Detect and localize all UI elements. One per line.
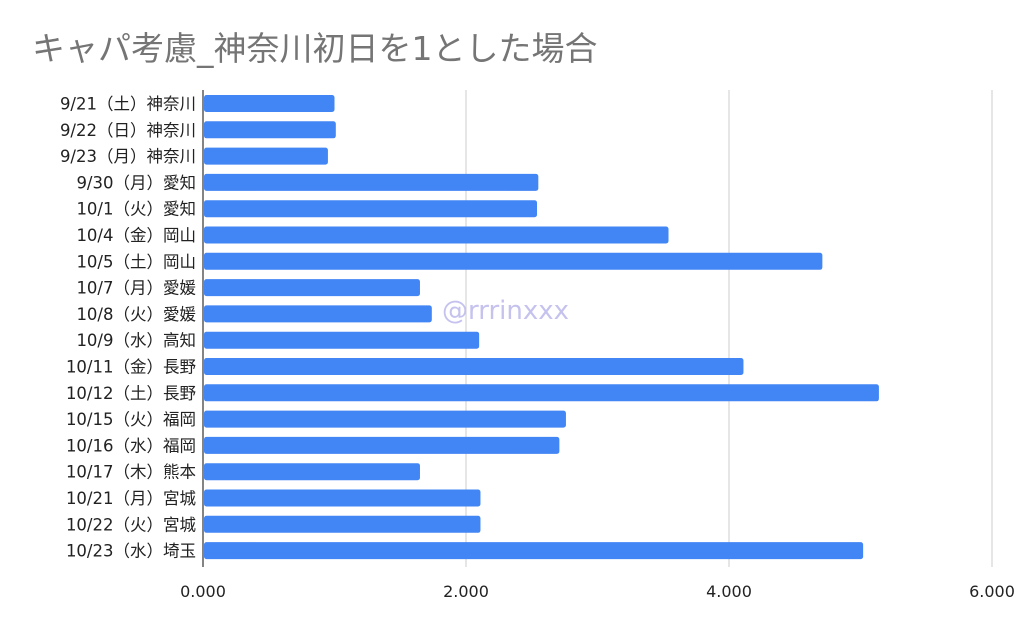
- bar: [204, 226, 669, 244]
- category-label: 10/4（金）岡山: [76, 226, 196, 245]
- bar: [204, 305, 432, 323]
- category-label: 10/5（土）岡山: [76, 252, 196, 271]
- x-tick-label: 2.000: [443, 582, 489, 601]
- category-label: 9/30（月）愛知: [76, 173, 196, 192]
- category-label: 10/8（火）愛媛: [76, 305, 196, 324]
- watermark-text: @rrrinxxx: [442, 296, 570, 326]
- bar: [204, 200, 538, 218]
- bar: [204, 279, 420, 297]
- category-label: 10/15（火）福岡: [66, 410, 196, 429]
- bar: [204, 436, 560, 454]
- bar: [204, 542, 864, 560]
- x-tick-label: 6.000: [969, 582, 1015, 601]
- category-label: 10/23（水）埼玉: [66, 542, 196, 561]
- bar: [204, 173, 539, 191]
- category-label: 10/12（土）長野: [66, 384, 196, 403]
- bar: [204, 384, 879, 402]
- bar: [204, 331, 480, 349]
- bar: [204, 252, 823, 270]
- category-label: 9/21（土）神奈川: [60, 95, 196, 114]
- category-label: 10/11（金）長野: [66, 358, 196, 377]
- bar: [204, 489, 481, 507]
- category-label: 10/9（水）高知: [76, 331, 196, 350]
- category-label: 10/22（火）宮城: [66, 515, 196, 534]
- x-tick-labels: 0.000 2.000 4.000 6.000: [180, 582, 1015, 601]
- x-tick-label: 4.000: [706, 582, 752, 601]
- category-label: 10/16（水）福岡: [66, 436, 196, 455]
- bar: [204, 358, 744, 375]
- bar: [204, 147, 328, 165]
- bar: [204, 463, 420, 481]
- category-label: 10/7（月）愛媛: [76, 279, 196, 298]
- category-label: 10/17（木）熊本: [66, 463, 196, 482]
- chart-title: キャパ考慮_神奈川初日を1とした場合: [32, 29, 598, 68]
- category-labels: 9/21（土）神奈川 9/22（日）神奈川 9/23（月）神奈川 9/30（月）愛知 1…: [60, 95, 196, 561]
- category-label: 9/23（月）神奈川: [60, 147, 196, 166]
- bar: [204, 515, 481, 533]
- category-label: 9/22（日）神奈川: [60, 121, 196, 140]
- bar: [204, 410, 566, 428]
- bars: [204, 95, 879, 560]
- category-label: 10/1（火）愛知: [76, 200, 196, 219]
- gridlines: [465, 90, 993, 567]
- category-label: 10/21（月）宮城: [66, 489, 196, 508]
- bar: [204, 95, 335, 112]
- bar: [204, 121, 336, 139]
- x-tick-label: 0.000: [180, 582, 226, 601]
